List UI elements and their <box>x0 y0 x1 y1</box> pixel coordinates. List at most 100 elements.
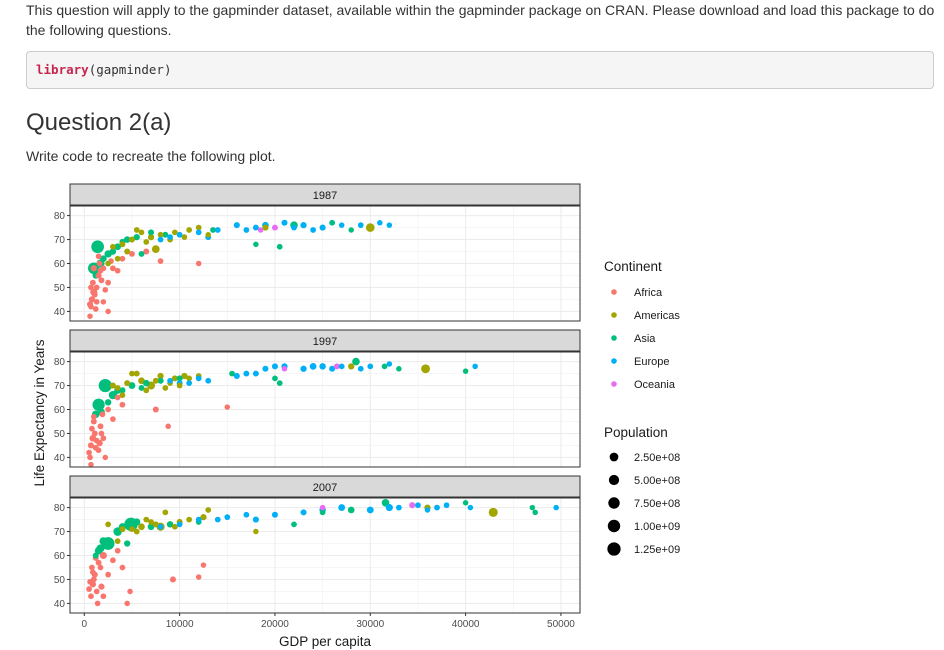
data-point <box>195 574 202 580</box>
code-keyword: library <box>36 62 89 77</box>
data-point <box>300 365 307 372</box>
data-point <box>138 523 145 531</box>
data-point <box>291 224 297 231</box>
data-point <box>329 220 335 226</box>
data-point <box>176 231 183 238</box>
data-point <box>152 377 159 384</box>
data-point <box>243 370 250 377</box>
data-point <box>109 382 116 389</box>
data-point <box>148 519 154 525</box>
data-point <box>104 399 112 406</box>
data-point <box>186 516 193 523</box>
data-point <box>90 569 96 576</box>
data-point <box>87 313 93 319</box>
data-point <box>488 507 498 517</box>
data-point <box>114 255 121 262</box>
data-point <box>224 404 231 410</box>
code-arguments: (gapminder) <box>88 62 172 77</box>
x-tick-label: 20000 <box>261 619 289 630</box>
data-point <box>472 363 478 370</box>
data-point <box>99 551 107 560</box>
data-point <box>129 526 135 533</box>
data-point <box>348 227 354 233</box>
data-point <box>91 240 104 254</box>
data-point <box>434 504 440 511</box>
data-point <box>157 377 164 384</box>
data-point <box>128 236 135 243</box>
data-point <box>133 227 140 233</box>
data-point <box>88 303 94 310</box>
data-point <box>176 382 183 389</box>
y-tick-label: 70 <box>54 527 66 538</box>
data-point <box>243 511 250 518</box>
data-point <box>396 366 402 372</box>
data-point <box>409 502 416 509</box>
data-point <box>98 378 112 393</box>
legend-continent-title: Continent <box>604 259 662 274</box>
legend-population-label: 2.50e+08 <box>634 452 680 464</box>
legend-size-key <box>607 519 621 533</box>
data-point <box>271 511 278 518</box>
data-point <box>157 231 164 238</box>
data-point <box>93 284 100 291</box>
data-point <box>90 265 97 272</box>
data-point <box>98 583 105 590</box>
data-point <box>102 287 109 293</box>
data-point <box>171 375 178 382</box>
data-point <box>124 600 130 607</box>
data-point <box>467 504 474 511</box>
data-point <box>195 516 202 523</box>
y-tick-label: 40 <box>54 453 66 464</box>
data-point <box>94 546 103 555</box>
y-tick-label: 60 <box>54 405 66 416</box>
data-point <box>319 504 326 511</box>
data-point <box>253 528 259 535</box>
legend-population-label: 1.00e+09 <box>634 521 680 533</box>
data-point <box>291 521 297 528</box>
data-point <box>333 363 340 370</box>
data-point <box>553 504 559 511</box>
facet-strip <box>69 329 581 352</box>
data-point <box>319 363 326 370</box>
facet-strip <box>69 183 581 206</box>
data-point <box>105 308 111 315</box>
data-point <box>133 234 140 241</box>
data-point <box>367 363 374 370</box>
data-point <box>97 564 104 571</box>
data-point <box>95 253 102 260</box>
data-point <box>124 540 131 547</box>
data-point <box>114 538 121 544</box>
x-tick-label: 50000 <box>547 619 575 630</box>
data-point <box>181 234 188 241</box>
data-point <box>171 229 178 236</box>
legend-key-point <box>611 358 617 364</box>
legend-key-point <box>611 335 617 341</box>
data-point <box>100 255 107 263</box>
data-point <box>89 279 96 286</box>
data-point <box>143 239 150 245</box>
data-point <box>114 243 122 251</box>
data-point <box>102 454 109 461</box>
data-point <box>152 406 159 413</box>
data-point <box>100 435 107 442</box>
legend-continent-label: Oceania <box>634 379 676 391</box>
data-point <box>233 222 240 229</box>
data-point <box>167 377 173 384</box>
data-point <box>93 437 100 444</box>
data-point <box>157 372 164 380</box>
code-block: library(gapminder) <box>26 51 934 89</box>
data-point <box>386 361 393 367</box>
data-point <box>133 528 140 535</box>
data-point <box>200 562 207 568</box>
data-point <box>424 507 431 513</box>
data-point <box>253 241 259 248</box>
data-point <box>338 363 345 370</box>
data-point <box>105 279 112 286</box>
data-point <box>181 372 188 380</box>
legend-key-point <box>611 381 617 387</box>
data-point <box>157 258 164 264</box>
legend-size-key <box>609 452 619 462</box>
data-point <box>532 509 538 516</box>
data-point <box>186 380 193 387</box>
data-point <box>87 442 94 449</box>
